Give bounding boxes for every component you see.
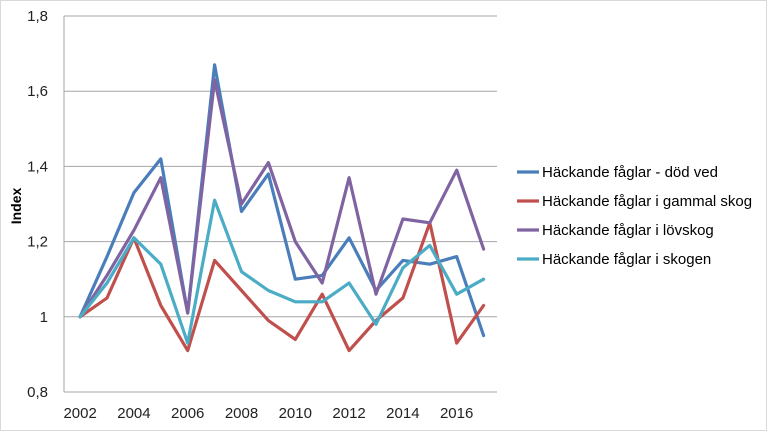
x-tick-labels: 2002 2004 2006 2008 2010 2012 2014 2016: [63, 405, 473, 422]
x-tick-label: 2010: [279, 405, 312, 422]
y-tick-label: 1,4: [27, 158, 48, 175]
y-tick-label: 1: [40, 309, 48, 326]
x-tick-label: 2014: [386, 405, 419, 422]
series-line-2: [78, 221, 486, 353]
series-line-3: [78, 78, 486, 319]
x-tick-label: 2012: [332, 405, 365, 422]
legend-label: Häckande fåglar i skogen: [542, 251, 711, 268]
y-tick-label: 1,2: [27, 234, 48, 251]
x-tick-label: 2004: [117, 405, 150, 422]
y-tick-label: 1,8: [27, 8, 48, 25]
gridlines: [64, 15, 497, 318]
x-tick-label: 2002: [63, 405, 96, 422]
legend-label: Häckande fåglar i gammal skog: [542, 193, 752, 210]
x-tick-label: 2008: [225, 405, 258, 422]
legend-label: Häckande fåglar - död ved: [542, 164, 718, 181]
x-tick-label: 2016: [440, 405, 473, 422]
legend: Häckande fåglar - död ved Häckande fåglar…: [517, 164, 752, 268]
series-lines: [78, 63, 486, 353]
y-tick-labels: 0,8 1 1,2 1,4 1,6 1,8: [27, 8, 48, 401]
x-tick-label: 2006: [171, 405, 204, 422]
y-axis-label: Index: [8, 188, 24, 225]
y-tick-label: 1,6: [27, 83, 48, 100]
legend-label: Häckande fåglar i lövskog: [542, 222, 714, 239]
y-tick-label: 0,8: [27, 384, 48, 401]
series-line-4: [78, 198, 486, 345]
